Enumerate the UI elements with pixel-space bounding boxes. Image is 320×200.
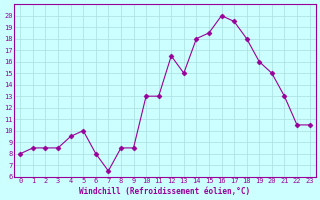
X-axis label: Windchill (Refroidissement éolien,°C): Windchill (Refroidissement éolien,°C) <box>79 187 251 196</box>
